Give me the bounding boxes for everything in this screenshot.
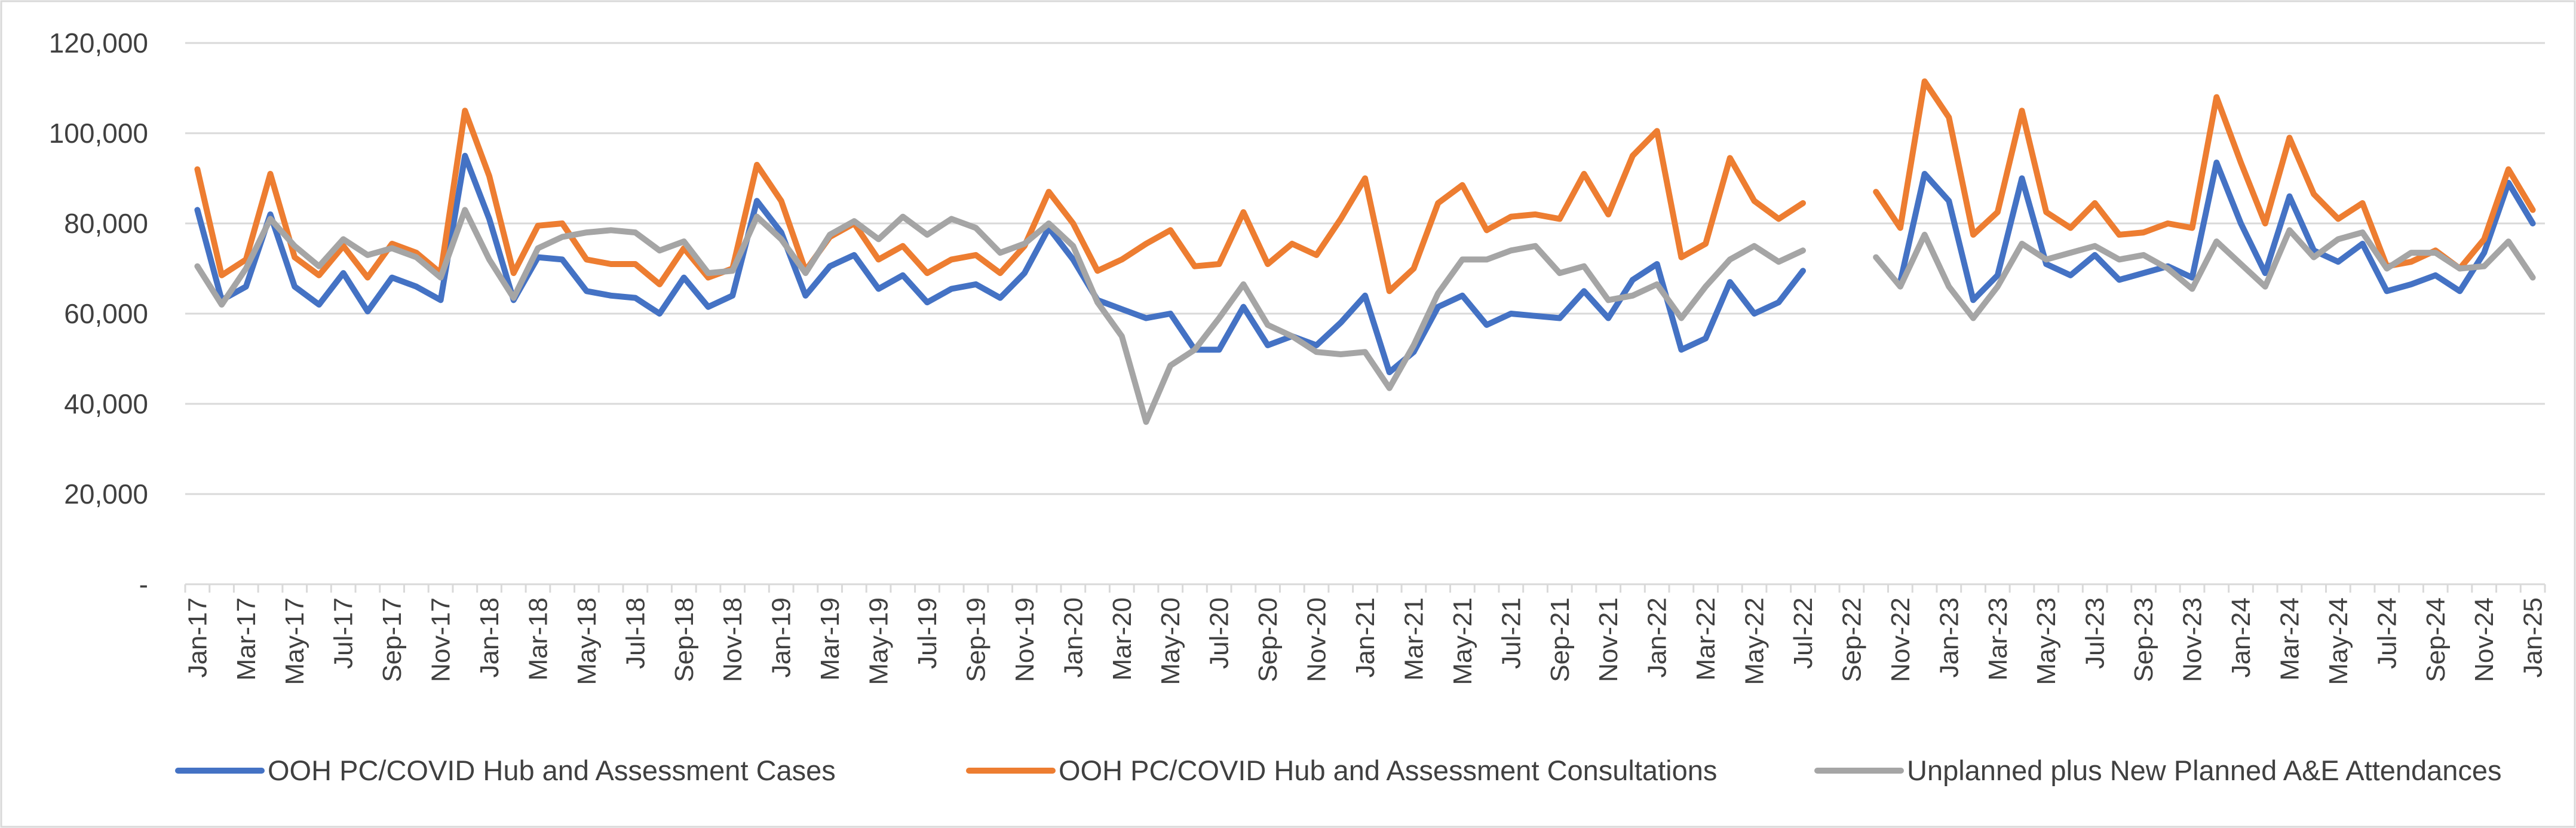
x-tick-label: May-22 bbox=[1740, 597, 1770, 685]
x-tick-label: Nov-17 bbox=[427, 597, 456, 682]
x-tick-label: Mar-24 bbox=[2275, 597, 2304, 680]
x-tick-label: Jul-23 bbox=[2081, 597, 2110, 669]
x-tick-label: May-24 bbox=[2324, 597, 2353, 685]
legend: OOH PC/COVID Hub and Assessment Cases OOH… bbox=[175, 755, 2502, 786]
x-tick-label: Sep-20 bbox=[1253, 597, 1283, 682]
x-tick-label: Sep-17 bbox=[378, 597, 407, 682]
x-tick-label: Jul-20 bbox=[1205, 597, 1234, 669]
y-axis: - 20,000 40,000 60,000 80,000 100,000 120,000 bbox=[49, 27, 148, 600]
x-tick-label: Sep-23 bbox=[2129, 597, 2158, 682]
x-tick-label: Jan-23 bbox=[1934, 597, 1964, 678]
y-tick-label: - bbox=[139, 569, 148, 600]
series-line bbox=[1897, 160, 2536, 303]
legend-label: OOH PC/COVID Hub and Assessment Consulta… bbox=[1059, 755, 1717, 786]
x-tick-label: Nov-20 bbox=[1302, 597, 1332, 682]
x-tick-label: Jul-24 bbox=[2372, 597, 2402, 669]
x-tick-label: Sep-19 bbox=[961, 597, 990, 682]
x-tick-label: May-20 bbox=[1156, 597, 1185, 685]
x-tick-label: Jan-17 bbox=[183, 597, 212, 678]
x-tick-label: Jan-18 bbox=[475, 597, 504, 678]
x-tick-label: Jan-20 bbox=[1059, 597, 1088, 678]
x-tick-label: Jan-19 bbox=[767, 597, 796, 678]
x-tick-label: May-21 bbox=[1448, 597, 1477, 685]
x-tick-label: Nov-21 bbox=[1594, 597, 1623, 682]
y-tick-label: 120,000 bbox=[49, 27, 148, 59]
x-tick-label: Mar-21 bbox=[1399, 597, 1428, 680]
series-3 bbox=[194, 207, 2536, 425]
x-tick-label: Nov-19 bbox=[1010, 597, 1039, 682]
x-tick-label: May-17 bbox=[280, 597, 309, 685]
y-tick-label: 100,000 bbox=[49, 118, 148, 149]
x-tick-label: Jan-22 bbox=[1643, 597, 1672, 678]
legend-item: OOH PC/COVID Hub and Assessment Cases bbox=[175, 755, 836, 786]
x-tick-label: Nov-23 bbox=[2178, 597, 2207, 682]
gridlines bbox=[185, 42, 2545, 495]
y-tick-label: 80,000 bbox=[64, 208, 148, 239]
x-tick-label: May-18 bbox=[572, 597, 602, 685]
x-tick-label: Jan-21 bbox=[1351, 597, 1380, 678]
x-tick-label: May-19 bbox=[864, 597, 894, 685]
x-tick-label: Mar-20 bbox=[1108, 597, 1137, 680]
x-tick-label: Sep-21 bbox=[1545, 597, 1575, 682]
series-line bbox=[1873, 227, 2536, 321]
series-line bbox=[194, 108, 1806, 295]
series-1 bbox=[194, 152, 2536, 376]
legend-item: OOH PC/COVID Hub and Assessment Consulta… bbox=[966, 755, 1717, 786]
x-tick-label: May-23 bbox=[2032, 597, 2061, 685]
x-tick-label: Jan-24 bbox=[2227, 597, 2256, 678]
series-lines bbox=[194, 78, 2536, 425]
series-line bbox=[194, 152, 1806, 376]
series-line bbox=[194, 207, 1806, 425]
x-tick-label: Mar-19 bbox=[815, 597, 845, 680]
x-tick-label: Mar-23 bbox=[1983, 597, 2013, 680]
x-tick-label: Sep-22 bbox=[1837, 597, 1866, 682]
x-tick-label: Nov-24 bbox=[2470, 597, 2499, 682]
x-tick-label: Sep-18 bbox=[670, 597, 699, 682]
x-tick-label: Nov-18 bbox=[718, 597, 747, 682]
x-tick-label: Jul-18 bbox=[621, 597, 650, 669]
x-tick-label: Mar-22 bbox=[1691, 597, 1721, 680]
x-tick-label: Sep-24 bbox=[2421, 597, 2451, 682]
x-axis: Jan-17 Mar-17 May-17 Jul-17 Sep-17 Nov-17 Jan-… bbox=[183, 583, 2548, 685]
y-tick-label: 40,000 bbox=[64, 388, 148, 419]
x-tick-label: Jul-19 bbox=[913, 597, 942, 669]
y-tick-label: 60,000 bbox=[64, 298, 148, 329]
legend-label: Unplanned plus New Planned A&E Attendanc… bbox=[1907, 755, 2502, 786]
series-2 bbox=[194, 78, 2536, 295]
x-tick-label: Nov-22 bbox=[1886, 597, 1915, 682]
legend-item: Unplanned plus New Planned A&E Attendanc… bbox=[1814, 755, 2502, 786]
x-tick-label: Mar-18 bbox=[523, 597, 553, 680]
x-tick-label: Jul-17 bbox=[329, 597, 358, 669]
x-tick-label: Jul-21 bbox=[1496, 597, 1526, 669]
legend-label: OOH PC/COVID Hub and Assessment Cases bbox=[268, 755, 836, 786]
x-tick-label: Jul-22 bbox=[1789, 597, 1818, 669]
series-line bbox=[1873, 78, 2536, 272]
x-tick-label: Jan-25 bbox=[2519, 597, 2548, 678]
x-tick-label: Mar-17 bbox=[232, 597, 261, 680]
y-tick-label: 20,000 bbox=[64, 479, 148, 510]
